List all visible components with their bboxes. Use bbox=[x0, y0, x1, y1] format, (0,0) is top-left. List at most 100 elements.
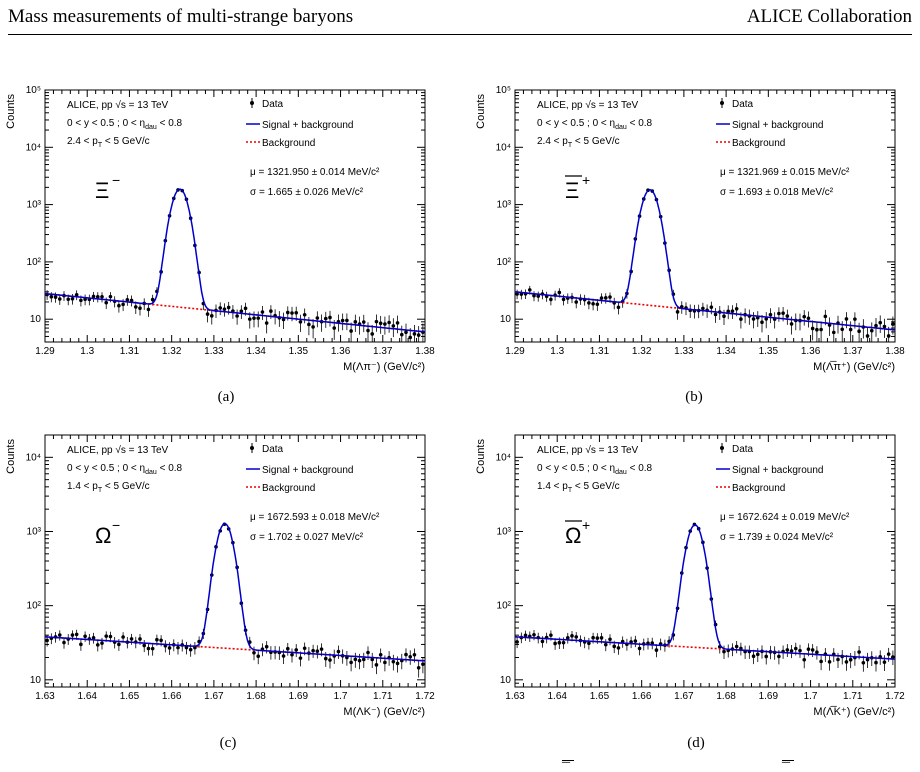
data-point bbox=[91, 294, 96, 299]
y-axis-title: Counts bbox=[475, 439, 487, 474]
data-point bbox=[591, 635, 595, 640]
data-point bbox=[83, 634, 87, 639]
x-tick-label: 1.66 bbox=[632, 691, 652, 702]
data-point bbox=[222, 307, 227, 311]
rapidity-cut-label: 0 < y < 0.5 ; 0 < ηdau < 0.8 bbox=[67, 118, 183, 131]
data-point bbox=[412, 332, 417, 336]
x-tick-label: 1.69 bbox=[759, 691, 779, 702]
data-point bbox=[713, 312, 718, 317]
data-point bbox=[722, 314, 726, 318]
fit-width-label: σ = 1.702 ± 0.027 MeV/c² bbox=[250, 532, 364, 543]
data-point bbox=[608, 295, 612, 299]
data-point bbox=[290, 652, 294, 657]
data-point bbox=[155, 637, 159, 642]
data-point bbox=[532, 293, 536, 298]
particle-symbol: Ξ bbox=[565, 178, 579, 203]
data-point bbox=[874, 323, 878, 328]
data-point bbox=[848, 327, 853, 332]
data-point bbox=[848, 657, 853, 662]
data-point bbox=[532, 632, 536, 637]
data-point bbox=[810, 648, 815, 652]
data-point bbox=[515, 640, 519, 644]
x-tick-label: 1.63 bbox=[35, 691, 55, 702]
data-point bbox=[74, 632, 79, 637]
data-point bbox=[553, 641, 557, 646]
x-tick-label: 1.31 bbox=[120, 346, 140, 357]
data-point bbox=[70, 633, 75, 637]
x-tick-label: 1.33 bbox=[674, 346, 694, 357]
data-point bbox=[188, 647, 193, 652]
data-point bbox=[561, 297, 566, 302]
data-point bbox=[785, 314, 790, 318]
x-axis-title: M(Λπ⁻) (GeV/c²) bbox=[343, 361, 425, 373]
data-point bbox=[226, 305, 231, 310]
data-point bbox=[819, 327, 823, 332]
x-tick-label: 1.67 bbox=[674, 691, 694, 702]
data-point bbox=[150, 297, 155, 302]
y-tick-label: 10 bbox=[500, 675, 512, 686]
y-tick-label: 10⁴ bbox=[496, 452, 511, 463]
data-point bbox=[391, 659, 396, 664]
caption-c: (c) bbox=[219, 735, 237, 751]
data-point bbox=[100, 641, 104, 645]
data-point bbox=[361, 657, 366, 662]
data-point bbox=[412, 652, 417, 657]
data-point bbox=[349, 660, 353, 665]
data-point bbox=[138, 637, 142, 641]
data-point bbox=[129, 637, 134, 641]
x-tick-label: 1.37 bbox=[843, 346, 863, 357]
y-tick-label: 10⁴ bbox=[26, 142, 41, 153]
data-point bbox=[366, 650, 370, 655]
data-point bbox=[49, 294, 54, 299]
x-tick-label: 1.35 bbox=[289, 346, 309, 357]
y-tick-label: 10⁵ bbox=[26, 85, 41, 96]
chart-svg: 1.63 1.64 1.65 1.66 1.67 1.68 1.69 1.7 1.71 1.72 1… bbox=[475, 434, 905, 718]
data-point bbox=[408, 335, 413, 340]
data-point bbox=[886, 652, 891, 656]
data-point bbox=[370, 332, 375, 336]
data-point bbox=[353, 657, 358, 662]
data-point bbox=[209, 314, 214, 318]
data-point bbox=[416, 333, 421, 337]
data-point bbox=[108, 294, 113, 299]
data-point bbox=[243, 306, 248, 311]
caption-b: (b) bbox=[685, 389, 703, 405]
data-point bbox=[827, 660, 832, 664]
x-tick-label: 1.66 bbox=[162, 691, 182, 702]
y-axis-title: Counts bbox=[5, 439, 17, 474]
x-tick-label: 1.37 bbox=[373, 346, 393, 357]
data-point bbox=[302, 646, 307, 651]
caption-d: (d) bbox=[687, 735, 705, 751]
data-point bbox=[865, 657, 870, 662]
data-point bbox=[353, 320, 358, 324]
data-point bbox=[595, 636, 600, 640]
x-axis-title: M(Λ̅π⁺) (GeV/c²) bbox=[813, 361, 895, 373]
data-point bbox=[751, 317, 756, 321]
x-tick-label: 1.65 bbox=[120, 691, 140, 702]
x-tick-label: 1.38 bbox=[885, 346, 905, 357]
overline-mark: ¯ bbox=[562, 760, 574, 772]
overline-mark: ¯ bbox=[782, 760, 794, 772]
particle-charge: + bbox=[582, 172, 590, 188]
data-point bbox=[603, 296, 608, 300]
data-point bbox=[587, 641, 591, 645]
data-point bbox=[133, 305, 138, 309]
data-point bbox=[739, 317, 743, 321]
x-tick-label: 1.36 bbox=[801, 346, 821, 357]
data-point bbox=[95, 294, 100, 299]
data-point bbox=[561, 640, 566, 645]
legend-background-label: Background bbox=[732, 483, 785, 494]
data-point bbox=[781, 311, 785, 315]
data-point bbox=[79, 642, 83, 647]
legend-signal-label: Signal + background bbox=[732, 465, 823, 476]
collision-system-label: ALICE, pp √s = 13 TeV bbox=[537, 99, 639, 111]
header-rule bbox=[8, 34, 912, 35]
y-axis-title: Counts bbox=[5, 94, 17, 129]
data-point bbox=[378, 652, 383, 657]
x-tick-label: 1.29 bbox=[35, 346, 55, 357]
data-point bbox=[823, 314, 828, 319]
x-tick-label: 1.63 bbox=[505, 691, 525, 702]
data-point bbox=[53, 295, 58, 299]
data-point bbox=[557, 640, 562, 645]
data-point bbox=[256, 316, 261, 320]
